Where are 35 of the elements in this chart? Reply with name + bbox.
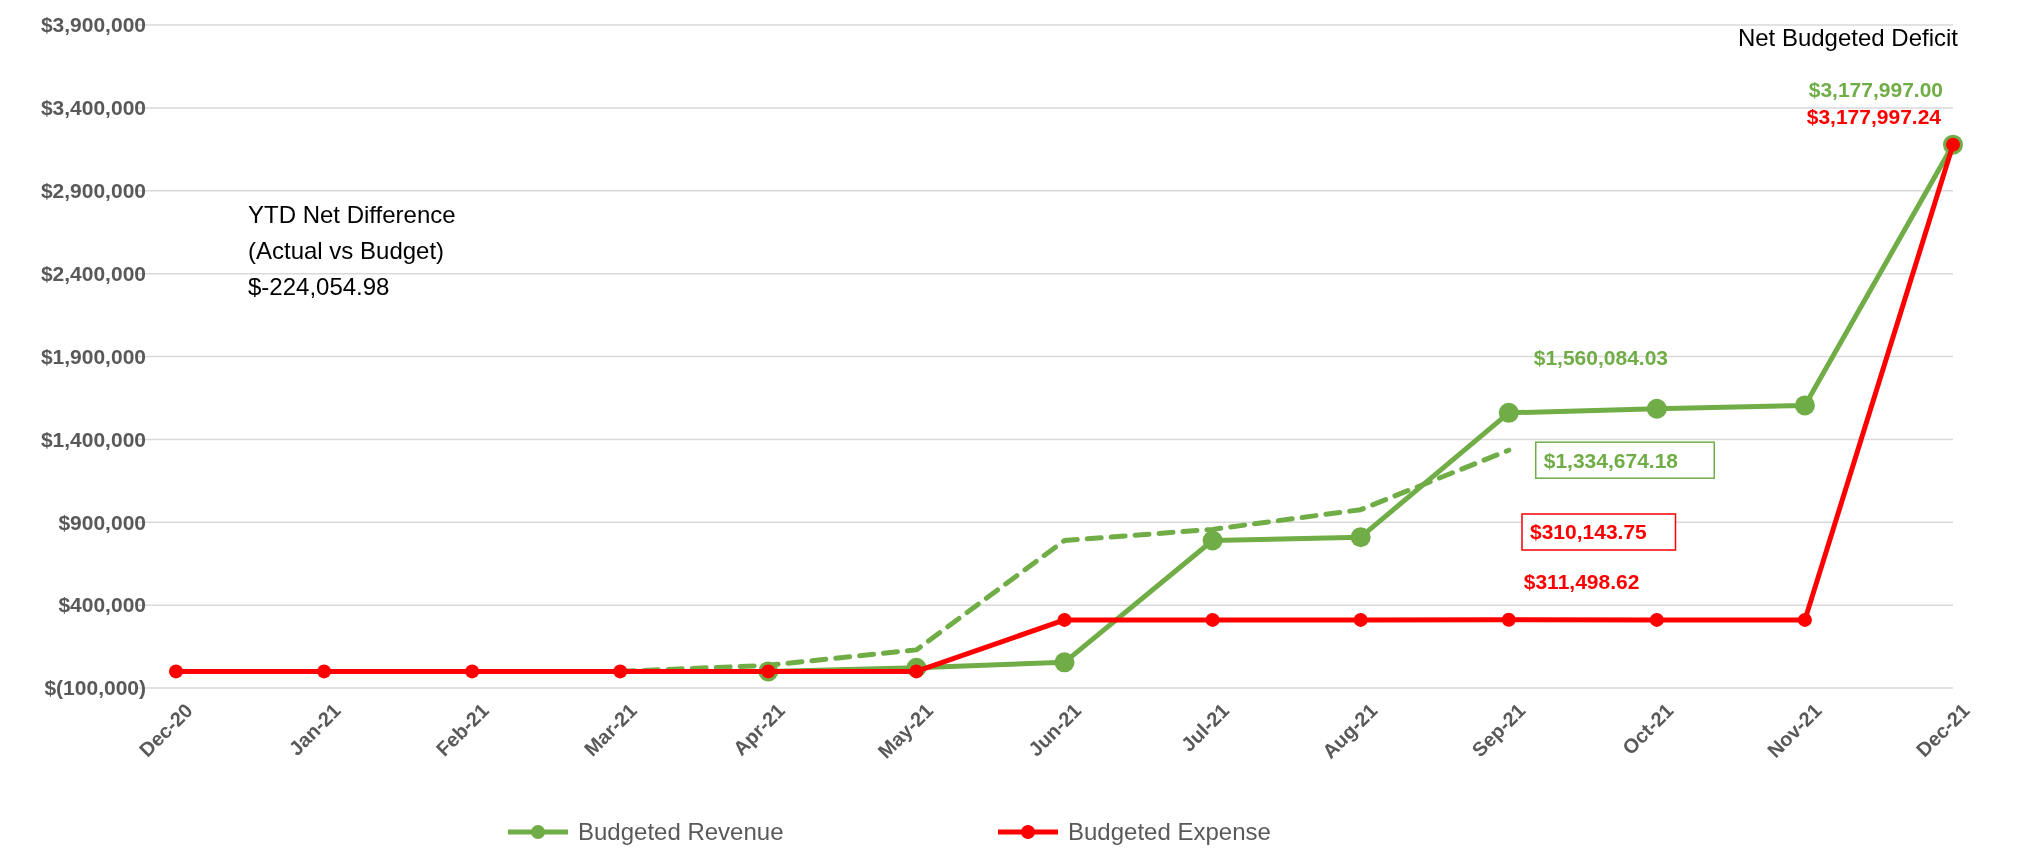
legend-label: Budgeted Expense <box>1068 818 1271 846</box>
y-tick-label: $1,400,000 <box>40 427 146 451</box>
point <box>1202 530 1223 551</box>
point <box>1353 612 1368 627</box>
annotation: $310,143.75 <box>1530 520 1648 544</box>
legend-label: Budgeted Revenue <box>578 818 784 846</box>
data-label: $3,177,997.24 <box>1806 105 1942 129</box>
point <box>1646 398 1667 419</box>
y-tick-label: $2,900,000 <box>40 179 146 203</box>
point <box>1649 612 1664 627</box>
point <box>1205 612 1220 627</box>
point <box>1054 652 1075 673</box>
y-tick-label: $2,400,000 <box>40 261 146 285</box>
point <box>317 664 332 679</box>
point <box>1797 612 1812 627</box>
y-tick-label: $900,000 <box>58 510 146 534</box>
point <box>1794 395 1815 416</box>
y-tick-label: $3,900,000 <box>40 13 146 37</box>
point <box>1350 527 1371 548</box>
annotation: Net Budgeted Deficit <box>1737 24 1959 51</box>
annotation: YTD Net Difference (Actual vs Budget) $-224,054.98 <box>248 201 456 300</box>
data-label: $3,177,997.00 <box>1808 78 1943 102</box>
data-label: $1,560,084.03 <box>1533 346 1669 370</box>
y-tick-label: $1,900,000 <box>40 344 146 368</box>
point <box>1057 612 1072 627</box>
data-label: $1,334,674.18 <box>1543 448 1679 472</box>
y-tick-label: $3,400,000 <box>40 96 146 120</box>
data-label: $311,498.62 <box>1523 570 1640 594</box>
point <box>465 664 480 679</box>
point <box>169 664 183 679</box>
y-tick-label: $400,000 <box>58 593 146 617</box>
point <box>1501 612 1516 627</box>
point <box>613 664 628 679</box>
point <box>1498 402 1519 423</box>
y-tick-label: $(100,000) <box>44 676 146 700</box>
